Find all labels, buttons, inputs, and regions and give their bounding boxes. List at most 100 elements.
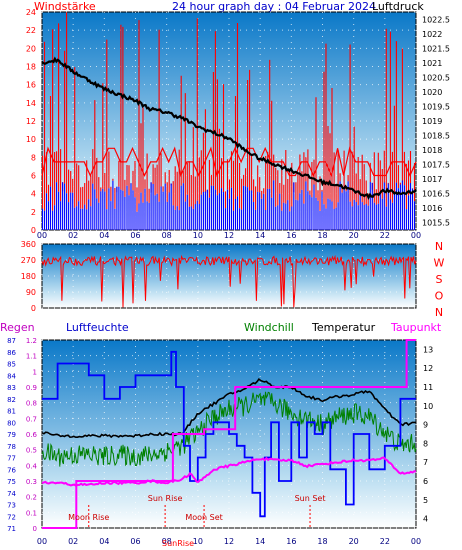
humidity-tick-label: 78 <box>7 443 16 451</box>
dewpoint-line <box>41 456 417 487</box>
pressure-tick-label: 1015.5 <box>422 219 450 228</box>
wind-mean-bars <box>41 180 416 230</box>
x-tick-label: 04 <box>99 537 109 546</box>
annotation-label: Moon Rise <box>68 513 109 522</box>
wind-tick-label: 10 <box>26 135 36 144</box>
rain-tick-label: 0 <box>33 525 37 533</box>
x-tick-label: 20 <box>349 537 359 546</box>
chart-title: 24 hour graph day : 04 Februar 2024 <box>172 0 376 13</box>
compass-label: S <box>436 273 443 286</box>
annotation-label: Moon Set <box>185 513 222 522</box>
temperature-tick-label: 8 <box>423 439 428 448</box>
pressure-tick-label: 1022.5 <box>422 15 450 24</box>
humidity-tick-label: 85 <box>7 361 16 369</box>
wind-tick-label: 24 <box>26 8 36 17</box>
rain-tick-label: 0.1 <box>26 509 37 517</box>
rain-tick-label: 1 <box>33 368 37 376</box>
humidity-tick-label: 83 <box>7 384 16 392</box>
x-tick-label: 12 <box>224 537 234 546</box>
humidity-line <box>42 350 416 518</box>
rain-tick-label: 0.6 <box>26 431 38 439</box>
pressure-tick-label: 1022 <box>422 30 442 39</box>
wind-tick-label: 20 <box>26 44 36 53</box>
x-tick-label: 02 <box>68 537 78 546</box>
wind-tick-label: 0 <box>31 226 36 235</box>
legend-taupunkt: Taupunkt <box>390 321 442 334</box>
x-tick-label: 04 <box>99 231 109 240</box>
humidity-tick-label: 81 <box>7 408 16 416</box>
annotation-label: Sun Set <box>295 494 326 503</box>
wind-tick-label: 2 <box>31 208 36 217</box>
pressure-tick-label: 1016.5 <box>422 190 450 199</box>
climate-panel: 717273747576777879808182838485868700.10.… <box>7 337 433 546</box>
windchill-line <box>41 391 417 467</box>
humidity-tick-label: 72 <box>7 513 16 521</box>
wind-tick-label: 16 <box>26 81 36 90</box>
humidity-tick-label: 76 <box>7 466 16 474</box>
humidity-tick-label: 73 <box>7 502 16 510</box>
temperature-tick-label: 7 <box>423 458 428 467</box>
pressure-tick-label: 1018 <box>422 146 442 155</box>
x-tick-label: 02 <box>68 231 78 240</box>
x-tick-label: 00 <box>411 231 421 240</box>
x-tick-label: 00 <box>37 537 47 546</box>
humidity-tick-label: 77 <box>7 455 16 463</box>
pressure-tick-label: 1016 <box>422 204 442 213</box>
pressure-tick-label: 1017 <box>422 175 442 184</box>
x-tick-label: 06 <box>130 231 140 240</box>
compass-label: N <box>435 306 443 319</box>
wind-tick-label: 22 <box>26 26 36 35</box>
rain-tick-label: 1.1 <box>26 353 37 361</box>
pressure-tick-label: 1019.5 <box>422 102 450 111</box>
wind-direction-line <box>41 254 417 308</box>
x-tick-label: 22 <box>380 231 390 240</box>
pressure-tick-label: 1021 <box>422 59 442 68</box>
temperature-tick-label: 12 <box>423 364 433 373</box>
humidity-tick-label: 74 <box>7 490 16 498</box>
temperature-tick-label: 5 <box>423 496 428 505</box>
x-tick-label: 12 <box>224 231 234 240</box>
rain-tick-label: 0.8 <box>26 400 37 408</box>
x-tick-label: 20 <box>349 231 359 240</box>
direction-tick-label: 0 <box>31 304 36 313</box>
x-tick-label: 10 <box>193 231 203 240</box>
bottom-sunrise-label: SunRise <box>162 539 194 548</box>
temperature-tick-label: 13 <box>423 345 433 354</box>
wind-axis-title: Windstärke <box>34 0 96 13</box>
humidity-tick-label: 87 <box>7 337 16 345</box>
wind-tick-label: 12 <box>26 117 36 126</box>
direction-tick-label: 180 <box>21 272 36 281</box>
temperature-line <box>41 377 416 439</box>
rain-tick-label: 0.2 <box>26 494 37 502</box>
wind-tick-label: 8 <box>31 153 36 162</box>
wind-average-line <box>41 146 417 178</box>
x-tick-label: 18 <box>317 231 327 240</box>
legend-windchill: Windchill <box>244 321 294 334</box>
wind-tick-label: 18 <box>26 63 36 72</box>
pressure-tick-label: 1018.5 <box>422 132 450 141</box>
compass-label: W <box>434 257 445 270</box>
direction-tick-label: 90 <box>26 288 36 297</box>
x-tick-label: 16 <box>286 537 296 546</box>
x-tick-label: 00 <box>37 231 47 240</box>
rain-tick-label: 0.7 <box>26 415 37 423</box>
temperature-tick-label: 10 <box>423 402 433 411</box>
pressure-tick-label: 1017.5 <box>422 161 450 170</box>
x-tick-label: 18 <box>317 537 327 546</box>
temperature-tick-label: 4 <box>423 515 428 524</box>
x-tick-label: 10 <box>193 537 203 546</box>
pressure-line <box>41 56 417 200</box>
direction-tick-label: 360 <box>21 240 36 249</box>
x-tick-label: 00 <box>411 537 421 546</box>
rain-tick-label: 0.3 <box>26 478 37 486</box>
rain-tick-label: 0.5 <box>26 447 37 455</box>
wind-tick-label: 14 <box>26 99 36 108</box>
humidity-tick-label: 86 <box>7 349 16 357</box>
x-tick-label: 14 <box>255 231 265 240</box>
temperature-tick-label: 11 <box>423 383 433 392</box>
direction-tick-label: 270 <box>21 256 36 265</box>
annotation-label: Sun Rise <box>148 494 183 503</box>
